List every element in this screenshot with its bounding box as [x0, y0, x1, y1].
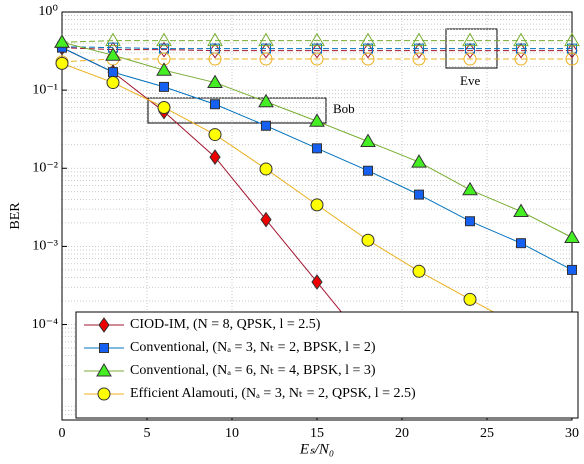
- axes-frame: [61, 11, 573, 421]
- x-tick-label: 25: [480, 426, 494, 441]
- y-tick-label: 10⁻⁴: [32, 317, 58, 332]
- x-tick-label: 0: [59, 426, 66, 441]
- marker: [105, 32, 121, 47]
- marker: [209, 149, 221, 165]
- marker: [412, 264, 426, 278]
- marker: [464, 42, 476, 59]
- marker: [411, 154, 427, 168]
- marker: [106, 76, 120, 90]
- marker: [55, 56, 69, 70]
- marker: [96, 363, 112, 377]
- x-axis-label: Eₛ/N₀: [299, 441, 334, 457]
- marker: [564, 32, 580, 47]
- legend-box: [75, 311, 579, 419]
- series-line: [61, 47, 572, 52]
- marker: [207, 74, 223, 89]
- marker: [513, 32, 529, 47]
- legend-label: Efficient Alamouti, (Nₐ = 3, Nₜ = 2, QPS…: [130, 386, 416, 401]
- marker: [207, 32, 223, 47]
- marker: [360, 32, 376, 47]
- marker: [462, 32, 478, 47]
- marker: [465, 216, 475, 227]
- series-line: [61, 46, 572, 50]
- marker: [516, 238, 526, 249]
- marker: [514, 52, 528, 66]
- marker: [565, 52, 579, 66]
- y-tick-label: 10⁻¹: [32, 82, 58, 97]
- marker: [159, 81, 169, 92]
- marker: [463, 292, 477, 306]
- marker: [208, 52, 222, 66]
- marker: [98, 317, 110, 333]
- legend-label: Conventional, (Nₐ = 6, Nₜ = 4, BPSK, l =…: [130, 363, 376, 378]
- x-tick-label: 10: [225, 426, 239, 441]
- marker: [312, 143, 322, 154]
- marker: [513, 203, 529, 217]
- marker: [99, 343, 109, 353]
- marker: [258, 32, 274, 47]
- marker: [258, 93, 274, 108]
- marker: [412, 52, 426, 66]
- marker: [567, 264, 577, 275]
- y-tick-label: 10⁰: [38, 4, 58, 19]
- marker: [259, 52, 273, 66]
- marker: [363, 165, 373, 176]
- marker: [309, 32, 325, 47]
- marker: [361, 52, 375, 66]
- marker: [361, 233, 375, 247]
- series-line: [61, 58, 572, 63]
- x-tick-label: 5: [144, 426, 151, 441]
- marker: [97, 387, 111, 401]
- marker: [108, 67, 118, 78]
- series-line: [61, 40, 572, 43]
- y-axis-label: BER: [8, 202, 23, 230]
- marker: [414, 189, 424, 200]
- marker: [310, 52, 324, 66]
- y-tick-label: 10⁻²: [32, 160, 58, 175]
- x-tick-label: 20: [395, 426, 409, 441]
- marker: [158, 41, 170, 58]
- marker: [360, 133, 376, 148]
- marker: [157, 100, 171, 114]
- legend-label: Conventional, (Nₐ = 3, Nₜ = 2, BPSK, l =…: [130, 340, 376, 355]
- marker: [462, 181, 478, 196]
- marker: [105, 47, 121, 61]
- marker: [208, 128, 222, 142]
- legend-label: CIOD-IM, (N = 8, QPSK, l = 2.5): [130, 317, 321, 332]
- marker: [309, 113, 325, 127]
- marker: [311, 42, 323, 59]
- marker: [261, 120, 271, 131]
- marker: [210, 99, 220, 110]
- annotation: Bob: [333, 101, 355, 116]
- x-tick-label: 30: [565, 426, 579, 441]
- marker: [259, 162, 273, 176]
- marker: [156, 62, 172, 76]
- marker: [311, 274, 323, 290]
- marker: [564, 229, 580, 243]
- marker: [411, 32, 427, 47]
- marker: [310, 198, 324, 212]
- annotation: Eve: [460, 73, 480, 88]
- x-tick-label: 15: [310, 426, 324, 441]
- marker: [54, 34, 70, 48]
- marker: [156, 32, 172, 47]
- y-tick-label: 10⁻³: [32, 239, 58, 254]
- marker: [260, 211, 272, 228]
- marker: [463, 52, 477, 66]
